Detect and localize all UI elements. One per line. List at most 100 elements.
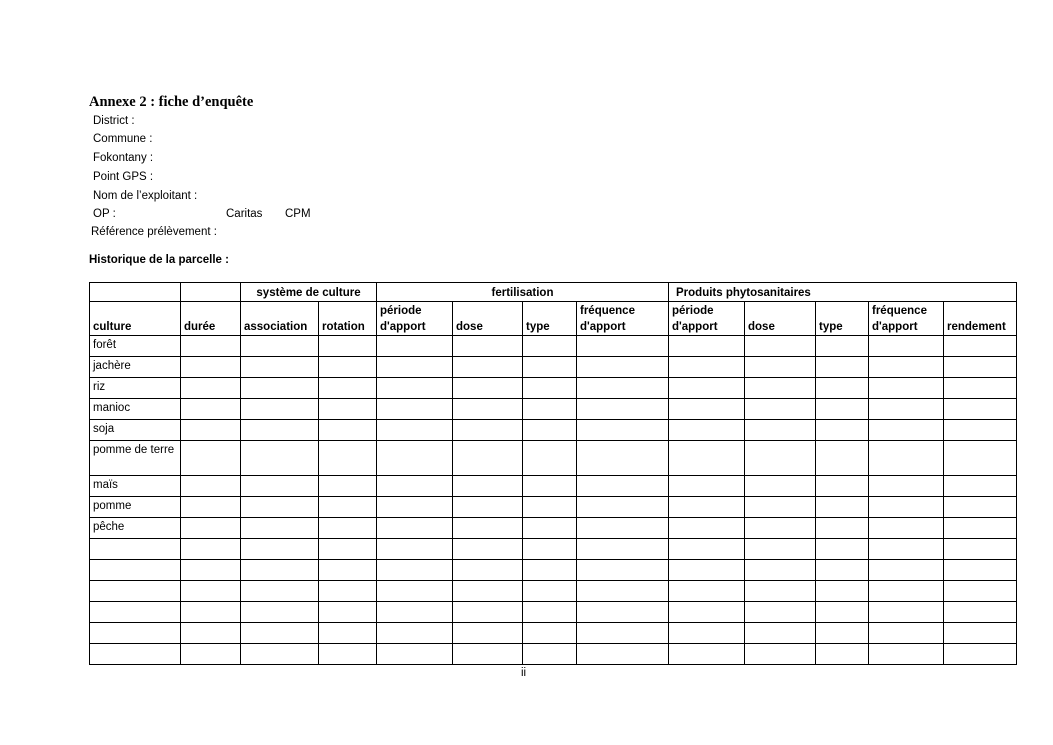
table-cell: [452, 538, 523, 560]
table-cell: [376, 419, 453, 441]
table-cell: [180, 559, 241, 581]
op-option-caritas: Caritas: [226, 208, 263, 220]
column-header: culture: [89, 301, 181, 336]
table-cell: [452, 440, 523, 476]
table-cell: [376, 335, 453, 357]
table-cell: [744, 622, 816, 644]
table-cell: [744, 643, 816, 665]
culture-cell: forêt: [89, 335, 181, 357]
table-cell: [744, 398, 816, 420]
table-cell: [522, 335, 577, 357]
table-cell: [668, 622, 745, 644]
table-cell: [240, 643, 319, 665]
table-cell: [943, 517, 1017, 539]
table-cell: [376, 517, 453, 539]
table-cell: [522, 517, 577, 539]
table-cell: [376, 496, 453, 518]
field-reference: Référence prélèvement :: [91, 226, 217, 238]
field-op: OP :: [93, 208, 116, 220]
table-cell: [668, 475, 745, 497]
table-cell: [240, 440, 319, 476]
table-cell: [376, 580, 453, 602]
column-header: période d'apport: [376, 301, 453, 336]
table-cell: [522, 622, 577, 644]
table-cell: [180, 601, 241, 623]
table-cell: [240, 419, 319, 441]
table-cell: [180, 335, 241, 357]
table-cell: [240, 580, 319, 602]
table-cell: [943, 440, 1017, 476]
table-cell: [576, 419, 669, 441]
table-cell: [180, 377, 241, 399]
group-header-row: système de culture fertilisation Produit…: [89, 282, 1017, 302]
table-cell: [180, 622, 241, 644]
field-gps: Point GPS :: [93, 171, 154, 183]
table-row: pomme: [89, 496, 1017, 518]
table-row: manioc: [89, 398, 1017, 420]
table-cell: [868, 601, 944, 623]
table-cell: [452, 419, 523, 441]
column-header: fréquence d'apport: [868, 301, 944, 336]
table-cell: [868, 377, 944, 399]
table-cell: [668, 356, 745, 378]
table-cell: [815, 496, 869, 518]
column-header: période d'apport: [668, 301, 745, 336]
table-cell: [240, 335, 319, 357]
culture-cell: [89, 622, 181, 644]
table-cell: [668, 643, 745, 665]
table-row: [89, 559, 1017, 581]
table-cell: [180, 580, 241, 602]
table-cell: [943, 559, 1017, 581]
table-cell: [943, 622, 1017, 644]
table-cell: [318, 622, 377, 644]
culture-cell: soja: [89, 419, 181, 441]
table-cell: [240, 601, 319, 623]
table-cell: [868, 356, 944, 378]
table-cell: [943, 538, 1017, 560]
column-header: dose: [452, 301, 523, 336]
table-cell: [815, 580, 869, 602]
table-cell: [576, 517, 669, 539]
table-cell: [452, 643, 523, 665]
table-cell: [576, 356, 669, 378]
culture-cell: [89, 580, 181, 602]
table-cell: [815, 622, 869, 644]
page-title: Annexe 2 : fiche d’enquête: [89, 94, 254, 110]
table-cell: [744, 580, 816, 602]
table-cell: [452, 377, 523, 399]
table-cell: [744, 440, 816, 476]
table-cell: [180, 538, 241, 560]
table-cell: [668, 580, 745, 602]
table-cell: [868, 517, 944, 539]
group-produits: Produits phytosanitaires: [668, 282, 1017, 302]
table-cell: [522, 559, 577, 581]
table-cell: [744, 559, 816, 581]
table-cell: [180, 643, 241, 665]
culture-cell: [89, 601, 181, 623]
table-cell: [868, 538, 944, 560]
table-cell: [452, 622, 523, 644]
table-cell: [943, 643, 1017, 665]
table-cell: [522, 356, 577, 378]
field-exploitant: Nom de l’exploitant :: [93, 190, 198, 202]
column-header: association: [240, 301, 319, 336]
table-cell: [318, 601, 377, 623]
table-cell: [376, 559, 453, 581]
table-cell: [240, 559, 319, 581]
table-cell: [240, 517, 319, 539]
table-cell: [668, 419, 745, 441]
table-cell: [452, 398, 523, 420]
table-cell: [744, 496, 816, 518]
table-cell: [318, 356, 377, 378]
table-cell: [576, 538, 669, 560]
history-table: système de culture fertilisation Produit…: [89, 282, 1017, 665]
table-cell: [240, 377, 319, 399]
table-cell: [376, 643, 453, 665]
table-cell: [815, 538, 869, 560]
table-row: [89, 538, 1017, 560]
table-cell: [376, 622, 453, 644]
table-cell: [815, 377, 869, 399]
column-header: fréquence d'apport: [576, 301, 669, 336]
table-cell: [868, 475, 944, 497]
table-cell: [318, 559, 377, 581]
